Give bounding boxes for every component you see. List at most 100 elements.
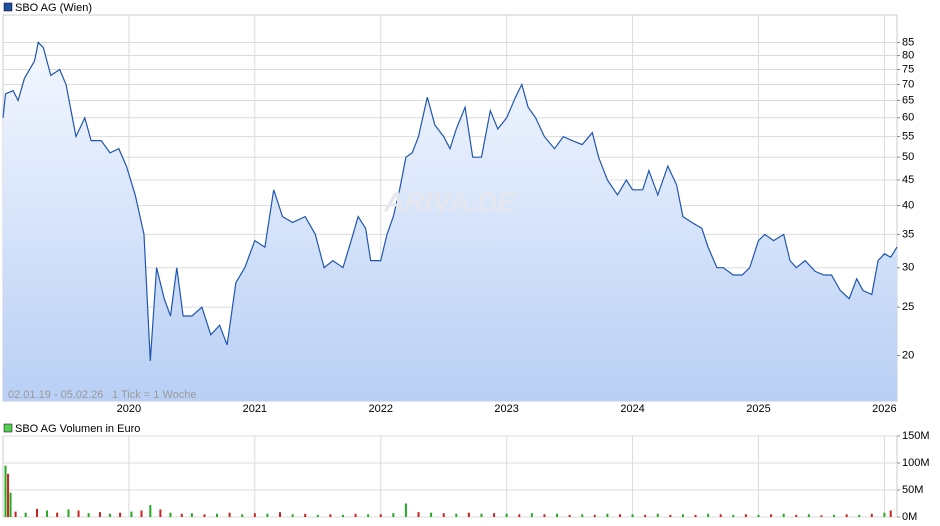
- volume-bar: [889, 510, 892, 517]
- volume-bar: [442, 513, 445, 517]
- volume-bar: [253, 513, 256, 517]
- legend-label: SBO AG Volumen in Euro: [15, 423, 140, 435]
- volume-bar: [644, 514, 647, 517]
- volume-bar: [203, 514, 206, 517]
- x-tick-label: 2024: [620, 403, 644, 415]
- volume-bar: [530, 513, 533, 517]
- volume-bar: [169, 512, 172, 517]
- y-tick-label: 50M: [902, 484, 923, 496]
- volume-bar: [430, 512, 433, 517]
- y-tick-label: 45: [902, 174, 914, 186]
- volume-bar: [392, 513, 395, 517]
- volume-bar: [606, 513, 609, 517]
- volume-bar: [341, 514, 344, 517]
- tick-note: 1 Tick = 1 Woche: [112, 389, 196, 401]
- price-line: [2, 41, 898, 361]
- volume-bar: [618, 514, 621, 517]
- x-tick-label: 2021: [243, 403, 267, 415]
- volume-bar: [719, 514, 722, 517]
- volume-bar: [379, 514, 382, 517]
- area: [3, 42, 897, 402]
- y-tick-label: 55: [902, 131, 914, 143]
- volume-bar: [556, 513, 559, 517]
- x-tick-label: 2020: [117, 403, 141, 415]
- volume-bar: [493, 513, 496, 517]
- y-tick-label: 50: [902, 151, 914, 163]
- volume-frame: [2, 435, 898, 518]
- watermark: ARIVA.DE: [383, 186, 517, 217]
- x-tick-label: 2026: [872, 403, 896, 415]
- volume-bar: [480, 513, 483, 517]
- volume-bar: [845, 514, 848, 517]
- volume-bar: [367, 514, 370, 517]
- volume-bar: [159, 509, 162, 517]
- y-tick-label: 60: [902, 112, 914, 124]
- legend-swatch: [3, 423, 13, 433]
- volume-bar: [109, 513, 112, 517]
- volume-bar: [417, 512, 420, 517]
- volume-bar: [329, 514, 332, 517]
- y-tick-label: 85: [902, 36, 914, 48]
- volume-bar: [669, 514, 672, 517]
- volume-bar: [228, 512, 231, 517]
- volume-bar: [304, 513, 307, 517]
- volume-bar: [455, 513, 458, 517]
- volume-bar: [656, 513, 659, 517]
- volume-bar: [140, 510, 143, 517]
- volume-bar: [9, 492, 12, 517]
- volume-bar: [7, 473, 10, 517]
- y-tick-label: 100M: [902, 457, 930, 469]
- volume-bar: [795, 514, 798, 517]
- y-tick-label: 70: [902, 78, 914, 90]
- volume-bar: [266, 513, 269, 517]
- volume-bar: [505, 513, 508, 517]
- volume-bar: [241, 514, 244, 517]
- y-tick-label: 35: [902, 228, 914, 240]
- volume-bar: [87, 513, 90, 517]
- y-tick-label: 150M: [902, 430, 930, 442]
- volume-bar: [180, 513, 183, 517]
- y-tick-label: 40: [902, 199, 914, 211]
- y-tick-label: 0M: [902, 511, 917, 523]
- volume-bar: [681, 514, 684, 517]
- legend-label: SBO AG (Wien): [15, 2, 92, 14]
- x-tick-label: 2025: [746, 403, 770, 415]
- volume-bar: [35, 508, 38, 517]
- volume-bar: [67, 509, 70, 517]
- y-tick-label: 20: [902, 349, 914, 361]
- volume-bar: [744, 514, 747, 517]
- legend-swatch: [3, 2, 13, 12]
- y-tick-label: 65: [902, 94, 914, 106]
- volume-bar: [316, 514, 319, 517]
- volume-bar: [820, 515, 823, 517]
- volume-bar: [707, 513, 710, 517]
- volume-bar: [782, 513, 785, 517]
- volume-bar: [807, 514, 810, 517]
- volume-bar: [732, 514, 735, 517]
- volume-bar: [354, 513, 357, 517]
- volume-bar: [581, 514, 584, 517]
- volume-bar: [4, 465, 7, 517]
- y-tick-label: 30: [902, 262, 914, 274]
- layer: [2, 15, 900, 518]
- volume-bar: [24, 512, 27, 517]
- volume-bar: [279, 512, 282, 517]
- volume-bar: [216, 513, 219, 517]
- y-tick-label: 75: [902, 63, 914, 75]
- volume-bar: [98, 512, 101, 517]
- volume-bar: [757, 514, 760, 517]
- volume-bar: [149, 505, 152, 517]
- volume-bar: [14, 511, 17, 517]
- volume-bar: [467, 512, 470, 517]
- volume-bar: [119, 512, 122, 517]
- volume-bar: [568, 514, 571, 517]
- volume-bar: [870, 513, 873, 517]
- x-tick-label: 2022: [369, 403, 393, 415]
- volume-bar: [833, 514, 836, 517]
- volume-bar: [130, 511, 133, 517]
- x-tick-label: 2023: [494, 403, 518, 415]
- date-range: 02.01.19 - 05.02.26: [8, 389, 103, 401]
- volume-bar: [770, 514, 773, 517]
- y-tick-label: 25: [902, 301, 914, 313]
